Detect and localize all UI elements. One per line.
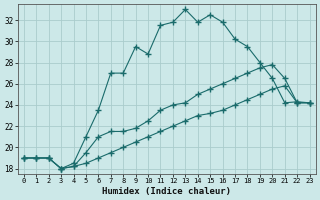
- X-axis label: Humidex (Indice chaleur): Humidex (Indice chaleur): [102, 187, 231, 196]
